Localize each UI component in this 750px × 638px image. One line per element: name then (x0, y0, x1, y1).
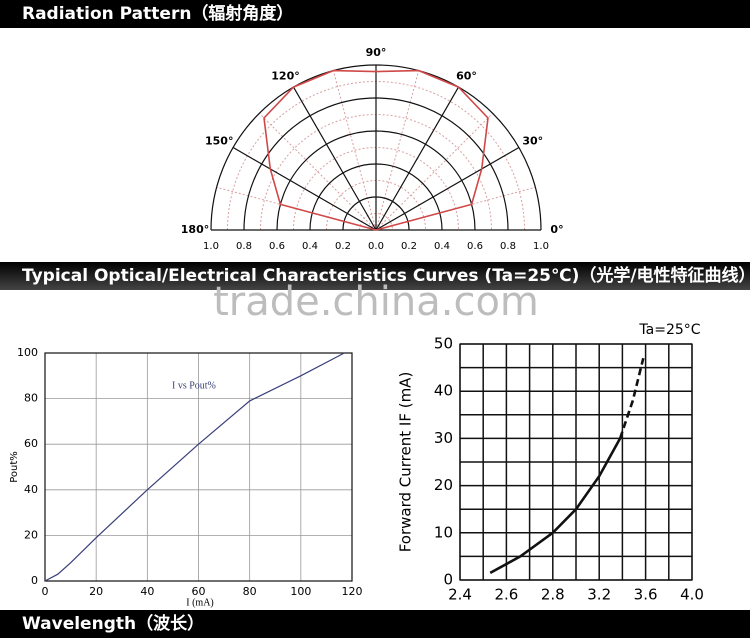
r-tick-label: 0.2 (401, 241, 417, 252)
r-tick-label: 0.0 (368, 241, 384, 252)
x-tick-label: 2.6 (494, 586, 518, 604)
r-tick-label: 0.4 (302, 241, 318, 252)
x-axis-label: I (mA) (186, 597, 214, 608)
y-tick-label: 50 (434, 335, 453, 353)
y-tick-label: 30 (434, 429, 453, 447)
grid-ray (292, 86, 377, 231)
legend-label: I vs Pout% (172, 380, 216, 391)
x-tick-label: 80 (243, 585, 257, 598)
plot-frame (44, 352, 353, 582)
x-tick-label: 2.4 (448, 586, 472, 604)
grid-ray (232, 146, 377, 231)
x-tick-label: 100 (290, 585, 311, 598)
r-tick-label: 0.2 (335, 241, 351, 252)
x-tick-label: 3.2 (587, 586, 611, 604)
angle-tick-label: 0° (550, 223, 563, 236)
series-line (618, 357, 645, 439)
footer-title: Wavelength（波长） (22, 613, 204, 634)
y-tick-label: 60 (24, 437, 38, 450)
plot-frame (459, 343, 693, 581)
r-tick-label: 0.8 (500, 241, 516, 252)
r-tick-label: 0.4 (434, 241, 450, 252)
x-tick-label: 2.8 (541, 586, 565, 604)
r-tick-label: 1.0 (203, 241, 219, 252)
watermark: trade.china.com (213, 279, 539, 325)
grid-ray (375, 86, 460, 231)
y-tick-label: 20 (24, 528, 38, 541)
angle-tick-label: 180° (181, 223, 209, 236)
r-tick-label: 0.6 (269, 241, 285, 252)
series-line (489, 437, 622, 575)
angle-tick-label: 90° (366, 46, 387, 59)
minor-grid-ray (216, 186, 377, 231)
angle-tick-label: 120° (271, 70, 299, 83)
header-bar (0, 0, 750, 28)
x-tick-label: 20 (89, 585, 103, 598)
minor-grid-ray (375, 70, 420, 231)
x-tick-label: 40 (140, 585, 154, 598)
footer-bar (0, 610, 750, 638)
angle-tick-label: 60° (456, 70, 477, 83)
y-tick-label: 80 (24, 392, 38, 405)
x-tick-label: 60 (192, 585, 206, 598)
y-tick-label: 20 (434, 476, 453, 494)
y-axis-label: Forward Current IF (mA) (397, 372, 415, 553)
chart-title: Ta=25°C (638, 322, 700, 338)
minor-grid-ray (375, 186, 536, 231)
minor-grid-ray (375, 112, 494, 231)
y-axis-label: Pout% (9, 451, 20, 483)
minor-grid-ray (258, 112, 377, 231)
r-tick-label: 0.6 (467, 241, 483, 252)
y-tick-label: 40 (434, 382, 453, 400)
minor-grid-ray (332, 70, 377, 231)
r-tick-label: 0.8 (236, 241, 252, 252)
x-tick-label: 3.6 (634, 586, 658, 604)
radiation-curve (263, 69, 489, 231)
y-tick-label: 100 (17, 346, 38, 359)
section-title: Typical Optical/Electrical Characteristi… (22, 265, 750, 286)
section-bar (0, 262, 750, 290)
x-tick-label: 0 (42, 585, 49, 598)
y-tick-label: 40 (24, 483, 38, 496)
y-tick-label: 0 (31, 574, 38, 587)
r-tick-label: 1.0 (533, 241, 549, 252)
series-line (44, 352, 345, 582)
x-tick-label: 120 (342, 585, 363, 598)
header-title: Radiation Pattern（辐射角度） (22, 3, 293, 24)
angle-tick-label: 30° (522, 135, 543, 148)
angle-tick-label: 150° (205, 135, 233, 148)
y-tick-label: 0 (443, 571, 453, 589)
grid-ray (375, 146, 520, 231)
y-tick-label: 10 (434, 523, 453, 541)
x-tick-label: 4.0 (680, 586, 704, 604)
